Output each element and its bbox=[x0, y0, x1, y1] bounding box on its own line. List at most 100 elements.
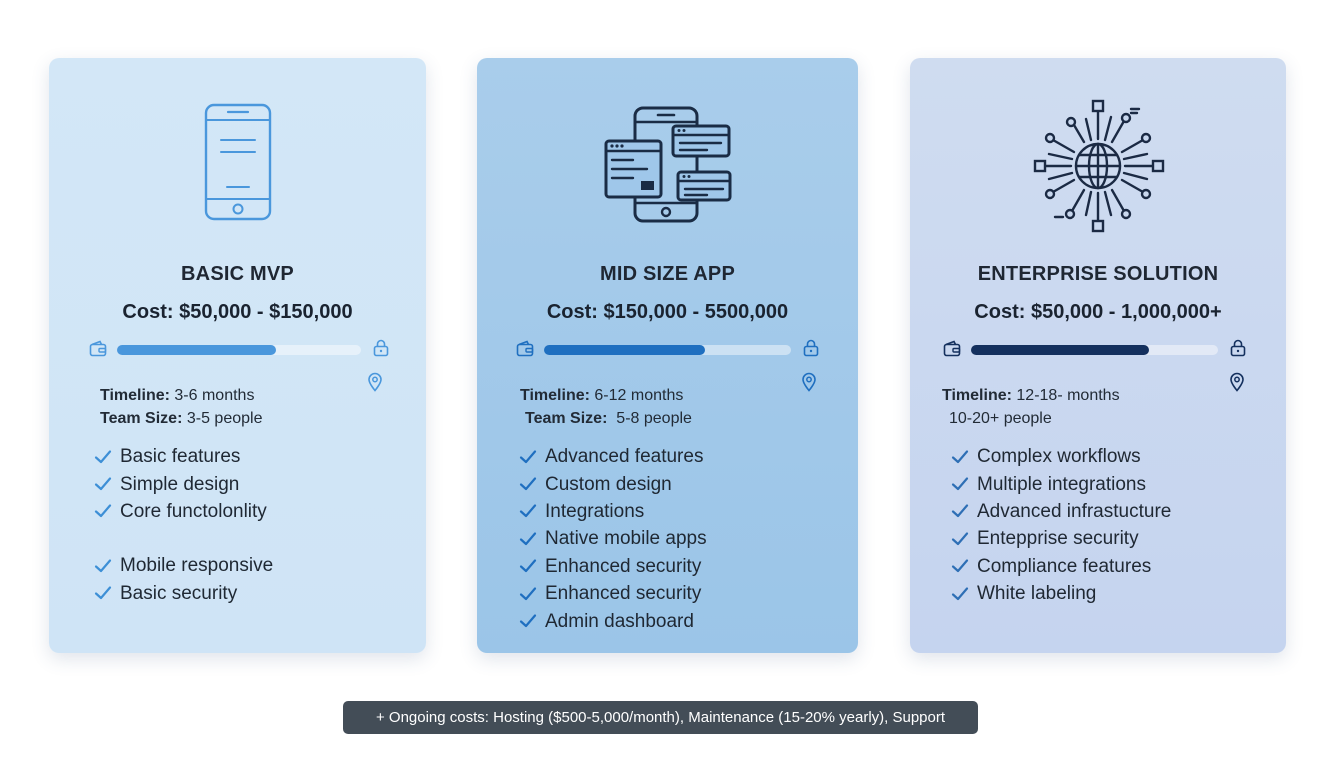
pricing-card-basic-mvp: BASIC MVP Cost: $50,000 - $150,000 Timel… bbox=[49, 58, 426, 653]
team-size-value: 10-20+ people bbox=[949, 410, 1052, 427]
feature-item: Simple design bbox=[94, 470, 273, 497]
multi-screen-app-icon bbox=[477, 102, 858, 237]
location-pin-icon bbox=[367, 372, 383, 397]
check-icon bbox=[519, 449, 545, 465]
feature-label: Entepprise security bbox=[977, 528, 1139, 550]
team-size-value: 3-5 people bbox=[186, 410, 263, 427]
check-icon bbox=[94, 449, 120, 465]
wallet-icon bbox=[943, 340, 961, 363]
progress-fill bbox=[971, 345, 1149, 355]
check-icon bbox=[519, 476, 545, 492]
tier-title: BASIC MVP bbox=[181, 263, 294, 285]
check-icon bbox=[94, 558, 120, 574]
feature-item: Mobile responsive bbox=[94, 552, 273, 579]
pricing-card-enterprise-solution: ENTERPRISE SOLUTION Cost: $50,000 - 1,00… bbox=[910, 58, 1286, 653]
feature-label: Basic features bbox=[120, 446, 241, 468]
check-icon bbox=[951, 449, 977, 465]
progress-track bbox=[971, 345, 1218, 355]
wallet-icon bbox=[516, 340, 534, 363]
check-icon bbox=[94, 585, 120, 601]
global-network-icon bbox=[910, 99, 1286, 237]
team-size-line: Team Size: 3-5 people bbox=[100, 407, 262, 430]
progress-row bbox=[89, 338, 389, 362]
lock-icon bbox=[803, 339, 819, 362]
feature-label: Advanced infrastucture bbox=[977, 500, 1172, 522]
timeline-line: Timeline: 3-6 months bbox=[100, 384, 262, 407]
team-size-line: Team Size: 5-8 people bbox=[520, 407, 692, 430]
feature-item: Multiple integrations bbox=[951, 470, 1171, 497]
check-icon bbox=[951, 476, 977, 492]
progress-fill bbox=[544, 345, 705, 355]
timeline-line: Timeline: 12-18- months bbox=[942, 384, 1120, 407]
tier-cost: Cost: $150,000 - 5500,000 bbox=[546, 301, 789, 323]
smartphone-icon bbox=[49, 102, 426, 237]
feature-label: Complex workflows bbox=[977, 446, 1141, 468]
pricing-card-mid-size-app: MID SIZE APP Cost: $150,000 - 5500,000 T… bbox=[477, 58, 858, 653]
feature-label: Mobile responsive bbox=[120, 555, 274, 577]
feature-item: Complex workflows bbox=[951, 443, 1171, 470]
check-icon bbox=[951, 531, 977, 547]
feature-label: Basic security bbox=[120, 582, 238, 604]
timeline-value: 6-12 months bbox=[594, 387, 684, 404]
feature-label: Enhanced security bbox=[545, 555, 702, 577]
feature-label: Native mobile apps bbox=[545, 528, 707, 550]
feature-label: Simple design bbox=[120, 473, 240, 495]
feature-item: Basic security bbox=[94, 580, 273, 607]
feature-label: Advanced features bbox=[545, 446, 704, 468]
check-icon bbox=[951, 558, 977, 574]
tier-cost: Cost: $50,000 - 1,000,000+ bbox=[974, 301, 1222, 323]
timeline-label: Timeline: bbox=[520, 387, 590, 404]
feature-item: Native mobile apps bbox=[519, 525, 707, 552]
tier-title: ENTERPRISE SOLUTION bbox=[977, 263, 1219, 285]
feature-label: Enhanced security bbox=[545, 583, 702, 605]
check-icon bbox=[519, 613, 545, 629]
timeline-label: Timeline: bbox=[942, 387, 1012, 404]
team-size-label: Team Size: bbox=[525, 410, 608, 427]
feature-item: Integrations bbox=[519, 498, 707, 525]
team-size-line: 10-20+ people bbox=[942, 407, 1120, 430]
feature-label: Custom design bbox=[545, 473, 672, 495]
check-icon bbox=[519, 531, 545, 547]
feature-item: Advanced infrastucture bbox=[951, 498, 1171, 525]
feature-item: Basic features bbox=[94, 443, 273, 470]
check-icon bbox=[951, 586, 977, 602]
tier-cost: Cost: $50,000 - $150,000 bbox=[122, 301, 353, 323]
location-pin-icon bbox=[1229, 372, 1245, 397]
check-icon bbox=[519, 558, 545, 574]
lock-icon bbox=[373, 339, 389, 362]
feature-list: Complex workflows Multiple integrations … bbox=[951, 443, 1171, 607]
feature-item: Enhanced security bbox=[519, 553, 707, 580]
progress-row bbox=[943, 338, 1246, 362]
timeline-value: 3-6 months bbox=[174, 387, 255, 404]
feature-label: Admin dashboard bbox=[545, 610, 694, 632]
wallet-icon bbox=[89, 340, 107, 363]
location-pin-icon bbox=[801, 372, 817, 397]
tier-meta: Timeline: 6-12 months Team Size: 5-8 peo… bbox=[520, 384, 692, 430]
feature-list: Basic features Simple design Core functo… bbox=[94, 443, 273, 607]
tier-meta: Timeline: 12-18- months 10-20+ people bbox=[942, 384, 1120, 430]
timeline-value: 12-18- months bbox=[1016, 387, 1120, 404]
feature-item: Custom design bbox=[519, 470, 707, 497]
check-icon bbox=[94, 503, 120, 519]
progress-row bbox=[516, 338, 819, 362]
feature-label: Integrations bbox=[545, 500, 645, 522]
team-size-value: 5-8 people bbox=[616, 410, 692, 427]
feature-item: Enhanced security bbox=[519, 580, 707, 607]
feature-label: Multiple integrations bbox=[977, 473, 1146, 495]
feature-item: Admin dashboard bbox=[519, 607, 707, 634]
check-icon bbox=[519, 586, 545, 602]
feature-label: Compliance features bbox=[977, 555, 1152, 577]
feature-label: Core functolonlity bbox=[120, 500, 267, 522]
tier-meta: Timeline: 3-6 months Team Size: 3-5 peop… bbox=[100, 384, 262, 430]
lock-icon bbox=[1230, 339, 1246, 362]
progress-track bbox=[544, 345, 791, 355]
feature-item: White labeling bbox=[951, 580, 1171, 607]
team-size-label: Team Size: bbox=[100, 410, 183, 427]
feature-item: Core functolonlity bbox=[94, 498, 273, 525]
check-icon bbox=[951, 503, 977, 519]
check-icon bbox=[519, 503, 545, 519]
progress-fill bbox=[117, 345, 276, 355]
timeline-line: Timeline: 6-12 months bbox=[520, 384, 692, 407]
feature-item: Advanced features bbox=[519, 443, 707, 470]
tier-title: MID SIZE APP bbox=[599, 263, 735, 285]
